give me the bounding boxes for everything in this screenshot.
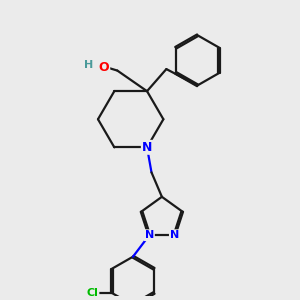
Text: N: N (170, 230, 179, 240)
Text: Cl: Cl (87, 288, 98, 298)
Text: N: N (145, 230, 154, 240)
Text: N: N (142, 141, 152, 154)
Text: O: O (99, 61, 109, 74)
Text: H: H (84, 60, 93, 70)
